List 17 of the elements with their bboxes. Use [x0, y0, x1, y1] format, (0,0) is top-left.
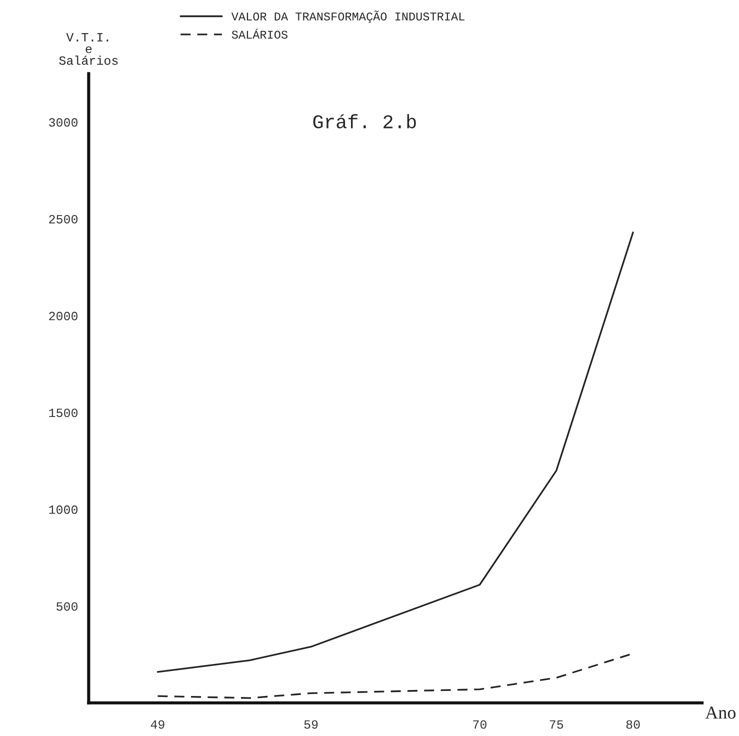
- y-tick-label: 3000: [49, 118, 78, 127]
- y-tick-label: 500: [56, 602, 78, 611]
- line-series: [156, 232, 634, 673]
- x-tick-label: 70: [473, 720, 486, 729]
- x-tick-label: 75: [550, 720, 564, 729]
- legend-label: SALÁRIOS: [232, 28, 288, 39]
- x-tick-label: 59: [304, 720, 318, 729]
- text: Gráf. 2.b: [313, 114, 416, 128]
- y-tick-label: 2000: [49, 312, 78, 320]
- y-tick-label: 1500: [49, 408, 78, 418]
- legend-label: VALOR DA TRANSFORMAÇÃO INDUSTRIAL: [231, 10, 464, 23]
- x-tick-label: 80: [626, 720, 640, 729]
- x-axis-title: Ano: [705, 706, 736, 719]
- x-tick-label: 49: [150, 720, 164, 729]
- y-tick-label: 1000: [49, 505, 78, 514]
- y-axis-title: V.T.I. e Salários: [59, 33, 118, 65]
- y-tick-label: 2500: [49, 214, 78, 224]
